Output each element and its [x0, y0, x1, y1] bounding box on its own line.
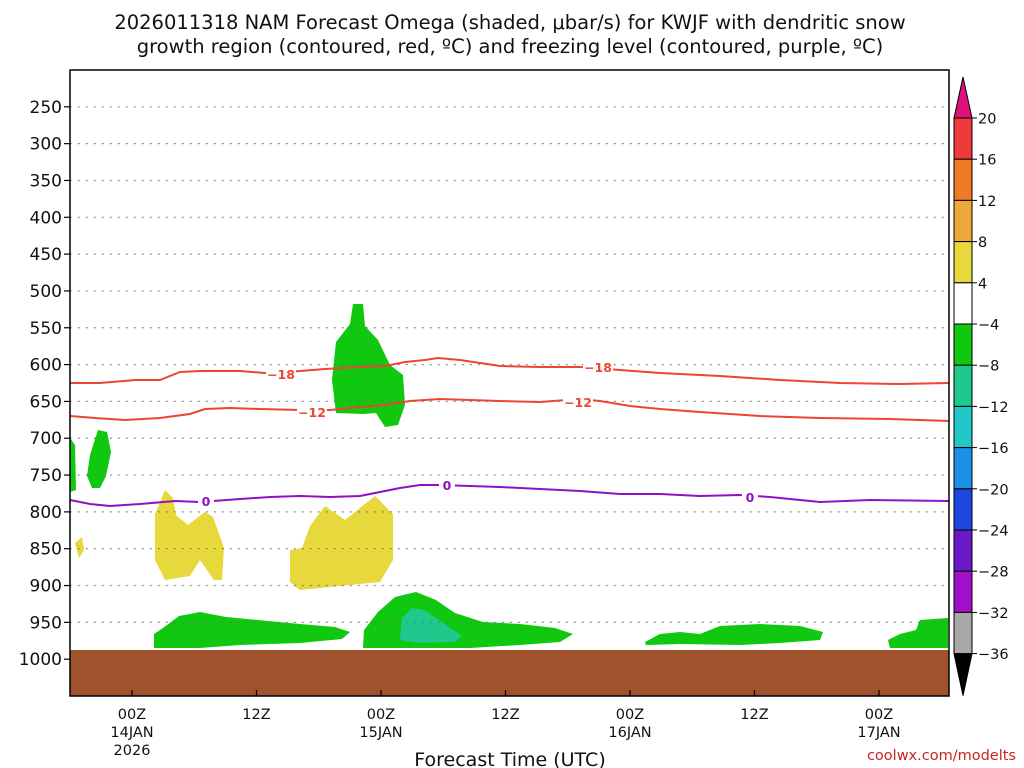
colorbar-label-11: −28 [978, 565, 1009, 581]
colorbar-label-12: −32 [978, 606, 1009, 622]
y-tick-label-550: 550 [30, 319, 62, 339]
x-axis-label: Forecast Time (UTC) [414, 749, 605, 768]
contour-label-minus-18-a: −18 [267, 367, 295, 382]
colorbar-swatch-6 [953, 364, 973, 407]
y-tick-label-400: 400 [30, 208, 62, 228]
colorbar-swatch-11 [953, 570, 973, 613]
y-tick-label-950: 950 [30, 613, 62, 633]
omega-region-yellow-2 [75, 537, 84, 558]
omega-region-yellow-3 [290, 496, 393, 590]
x-tick-year-0: 2026 [114, 743, 151, 759]
contour-label-freezing-a: 0 [202, 494, 211, 509]
x-tick-label-1: 12Z [242, 707, 270, 723]
x-tick-date-4: 16JAN [608, 725, 651, 741]
contour-line-freezing-0 [70, 484, 949, 508]
x-tick-label-6: 00Z [865, 707, 893, 723]
colorbar-swatch-10 [953, 529, 973, 572]
colorbar-label-0: 20 [978, 112, 996, 128]
contour-label-minus-18-b: −18 [584, 360, 612, 375]
y-tick-label-850: 850 [30, 540, 62, 560]
colorbar-label-4: 4 [978, 276, 987, 292]
x-tick-label-0: 00Z [118, 707, 146, 723]
omega-region-green-4 [154, 612, 350, 648]
x-tick-date-0: 14JAN [110, 725, 153, 741]
colorbar-label-6: −8 [978, 359, 999, 375]
colorbar-label-2: 12 [978, 194, 996, 210]
omega-region-green-3 [332, 304, 405, 427]
colorbar-label-8: −16 [978, 441, 1009, 457]
y-axis: 250 300 350 400 450 500 550 600 650 700 750 800 850 9… [19, 98, 70, 670]
colorbar-swatch-7 [953, 405, 973, 449]
watermark: coolwx.com/modelts [867, 748, 1016, 764]
omega-region-teal-1 [400, 608, 462, 643]
x-tick-label-5: 12Z [740, 707, 768, 723]
horizontal-gridlines [70, 106, 949, 660]
x-tick-date-2: 15JAN [359, 725, 402, 741]
y-tick-label-1000: 1000 [19, 650, 62, 670]
colorbar-label-13: −36 [978, 647, 1009, 663]
y-tick-label-800: 800 [30, 503, 62, 523]
chart-title-line2: growth region (contoured, red, ºC) and f… [137, 35, 884, 58]
chart-title-line1: 2026011318 NAM Forecast Omega (shaded, μ… [114, 11, 905, 34]
omega-region-green-1 [70, 438, 76, 492]
x-tick-label-4: 00Z [616, 707, 644, 723]
omega-region-green-6 [645, 624, 823, 645]
x-tick-label-2: 00Z [367, 707, 395, 723]
colorbar-swatch-3 [953, 241, 973, 284]
colorbar-label-9: −20 [978, 482, 1009, 498]
plot-frame [69, 69, 950, 697]
omega-region-yellow-1 [155, 490, 224, 580]
y-tick-label-300: 300 [30, 135, 62, 155]
colorbar-label-10: −24 [978, 524, 1009, 540]
colorbar-swatch-0 [953, 117, 973, 160]
colorbar-swatch-12 [953, 611, 973, 655]
contour-label-minus-12-a: −12 [298, 405, 326, 420]
x-tick-label-3: 12Z [491, 707, 519, 723]
contour-line-minus-12 [70, 397, 949, 422]
y-tick-label-500: 500 [30, 282, 62, 302]
colorbar-label-7: −12 [978, 400, 1009, 416]
colorbar-swatch-9 [953, 488, 973, 531]
x-axis: 00Z 14JAN 2026 12Z 00Z 15JAN 12Z 00Z 16JAN 12Z 00Z… [110, 690, 901, 759]
y-tick-label-650: 650 [30, 392, 62, 412]
colorbar-bottom-arrow [953, 653, 973, 696]
colorbar-top-arrow [953, 76, 973, 119]
contour-label-freezing-c: 0 [746, 490, 755, 505]
y-tick-label-250: 250 [30, 98, 62, 118]
contour-label-minus-12-b: −12 [564, 395, 592, 410]
ground-below-surface [70, 650, 949, 696]
contour-line-minus-18 [70, 356, 949, 386]
omega-region-green-2 [87, 430, 111, 488]
y-tick-label-900: 900 [30, 577, 62, 597]
colorbar-swatch-1 [953, 158, 973, 201]
y-tick-label-700: 700 [30, 429, 62, 449]
colorbar-swatch-2 [953, 199, 973, 243]
y-tick-label-450: 450 [30, 245, 62, 265]
colorbar-swatch-5 [953, 323, 973, 366]
y-tick-label-750: 750 [30, 466, 62, 486]
omega-region-green-7 [888, 618, 948, 648]
omega-region-green-5 [363, 592, 573, 648]
contour-label-freezing-b: 0 [443, 478, 452, 493]
y-tick-label-600: 600 [30, 356, 62, 376]
colorbar-label-1: 16 [978, 153, 996, 169]
colorbar-label-3: 8 [978, 235, 987, 251]
y-tick-label-350: 350 [30, 171, 62, 191]
x-tick-date-6: 17JAN [857, 725, 900, 741]
colorbar-legend: 20 16 12 8 4 −4 −8 −12 −16 −20 −24 −28 −32 −36 [953, 76, 1009, 696]
colorbar-swatch-4 [953, 282, 973, 325]
colorbar-swatch-8 [953, 447, 973, 490]
colorbar-label-5: −4 [978, 318, 999, 334]
